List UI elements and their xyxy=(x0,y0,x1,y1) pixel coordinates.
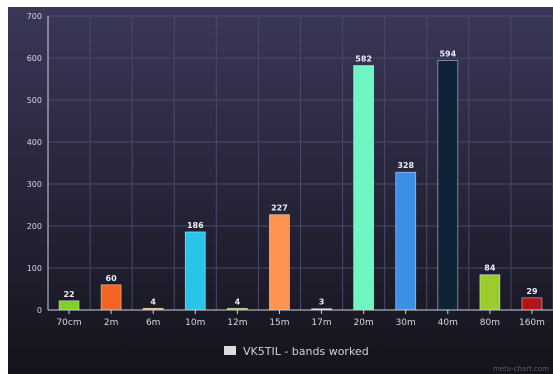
x-tick-label-6m: 6m xyxy=(146,318,161,328)
x-tick-label-2m: 2m xyxy=(104,318,119,328)
data-label-40m: 594 xyxy=(439,50,456,59)
data-label-160m: 29 xyxy=(526,287,538,296)
y-tick-label: 300 xyxy=(27,180,42,189)
data-label-30m: 328 xyxy=(397,161,414,170)
x-tick-label-40m: 40m xyxy=(438,318,458,328)
y-tick-label: 400 xyxy=(27,138,42,147)
data-label-10m: 186 xyxy=(187,221,204,230)
bar-10m[interactable] xyxy=(184,231,206,311)
x-tick-label-30m: 30m xyxy=(396,318,416,328)
y-tick-label: 500 xyxy=(27,96,42,105)
y-tick-label: 600 xyxy=(27,54,42,63)
x-tick-label-10m: 10m xyxy=(185,318,205,328)
y-tick-label: 0 xyxy=(37,306,42,315)
data-label-15m: 227 xyxy=(271,204,288,213)
x-tick-label-15m: 15m xyxy=(269,318,289,328)
bar-2m[interactable] xyxy=(100,284,122,311)
data-label-70cm: 22 xyxy=(63,290,74,299)
bar-70cm[interactable] xyxy=(58,300,80,311)
x-tick-label-160m: 160m xyxy=(519,318,545,328)
data-label-6m: 4 xyxy=(150,297,156,306)
bar-chart: 22 60 4 186 4 227 3 582 328 594 84 29 0 100 200 300 400… xyxy=(8,7,553,374)
data-label-80m: 84 xyxy=(484,264,496,273)
chart-background xyxy=(8,7,553,374)
x-tick-label-17m: 17m xyxy=(311,318,331,328)
data-label-17m: 3 xyxy=(319,298,325,307)
credit-text: meta-chart.com xyxy=(493,365,549,373)
x-tick-label-80m: 80m xyxy=(480,318,500,328)
x-tick-label-12m: 12m xyxy=(227,318,247,328)
x-tick-label-70cm: 70cm xyxy=(56,318,81,328)
y-tick-label: 700 xyxy=(27,12,42,21)
bar-30m[interactable] xyxy=(395,171,417,311)
bar-20m[interactable] xyxy=(353,65,375,311)
chart-frame: 22 60 4 186 4 227 3 582 328 594 84 29 0 100 200 300 400… xyxy=(8,7,553,374)
bar-160m[interactable] xyxy=(521,297,543,311)
bar-15m[interactable] xyxy=(269,214,290,311)
bar-40m[interactable] xyxy=(437,60,459,311)
bars-layer: 22 60 4 186 4 227 3 582 328 594 84 29 xyxy=(58,50,543,311)
x-tick-label-20m: 20m xyxy=(354,318,374,328)
axis-layer: 0 100 200 300 400 500 600 700 70cm 2m 6m 10m 12m 15m 1… xyxy=(27,12,553,328)
y-tick-label: 200 xyxy=(27,222,42,231)
data-label-20m: 582 xyxy=(355,55,372,64)
y-tick-label: 100 xyxy=(27,264,42,273)
data-label-12m: 4 xyxy=(235,297,241,306)
legend-label: VK5TIL - bands worked xyxy=(243,345,369,358)
data-label-2m: 60 xyxy=(106,274,118,283)
legend: VK5TIL - bands worked xyxy=(224,345,369,358)
bar-80m[interactable] xyxy=(479,274,501,311)
legend-swatch xyxy=(224,346,236,355)
